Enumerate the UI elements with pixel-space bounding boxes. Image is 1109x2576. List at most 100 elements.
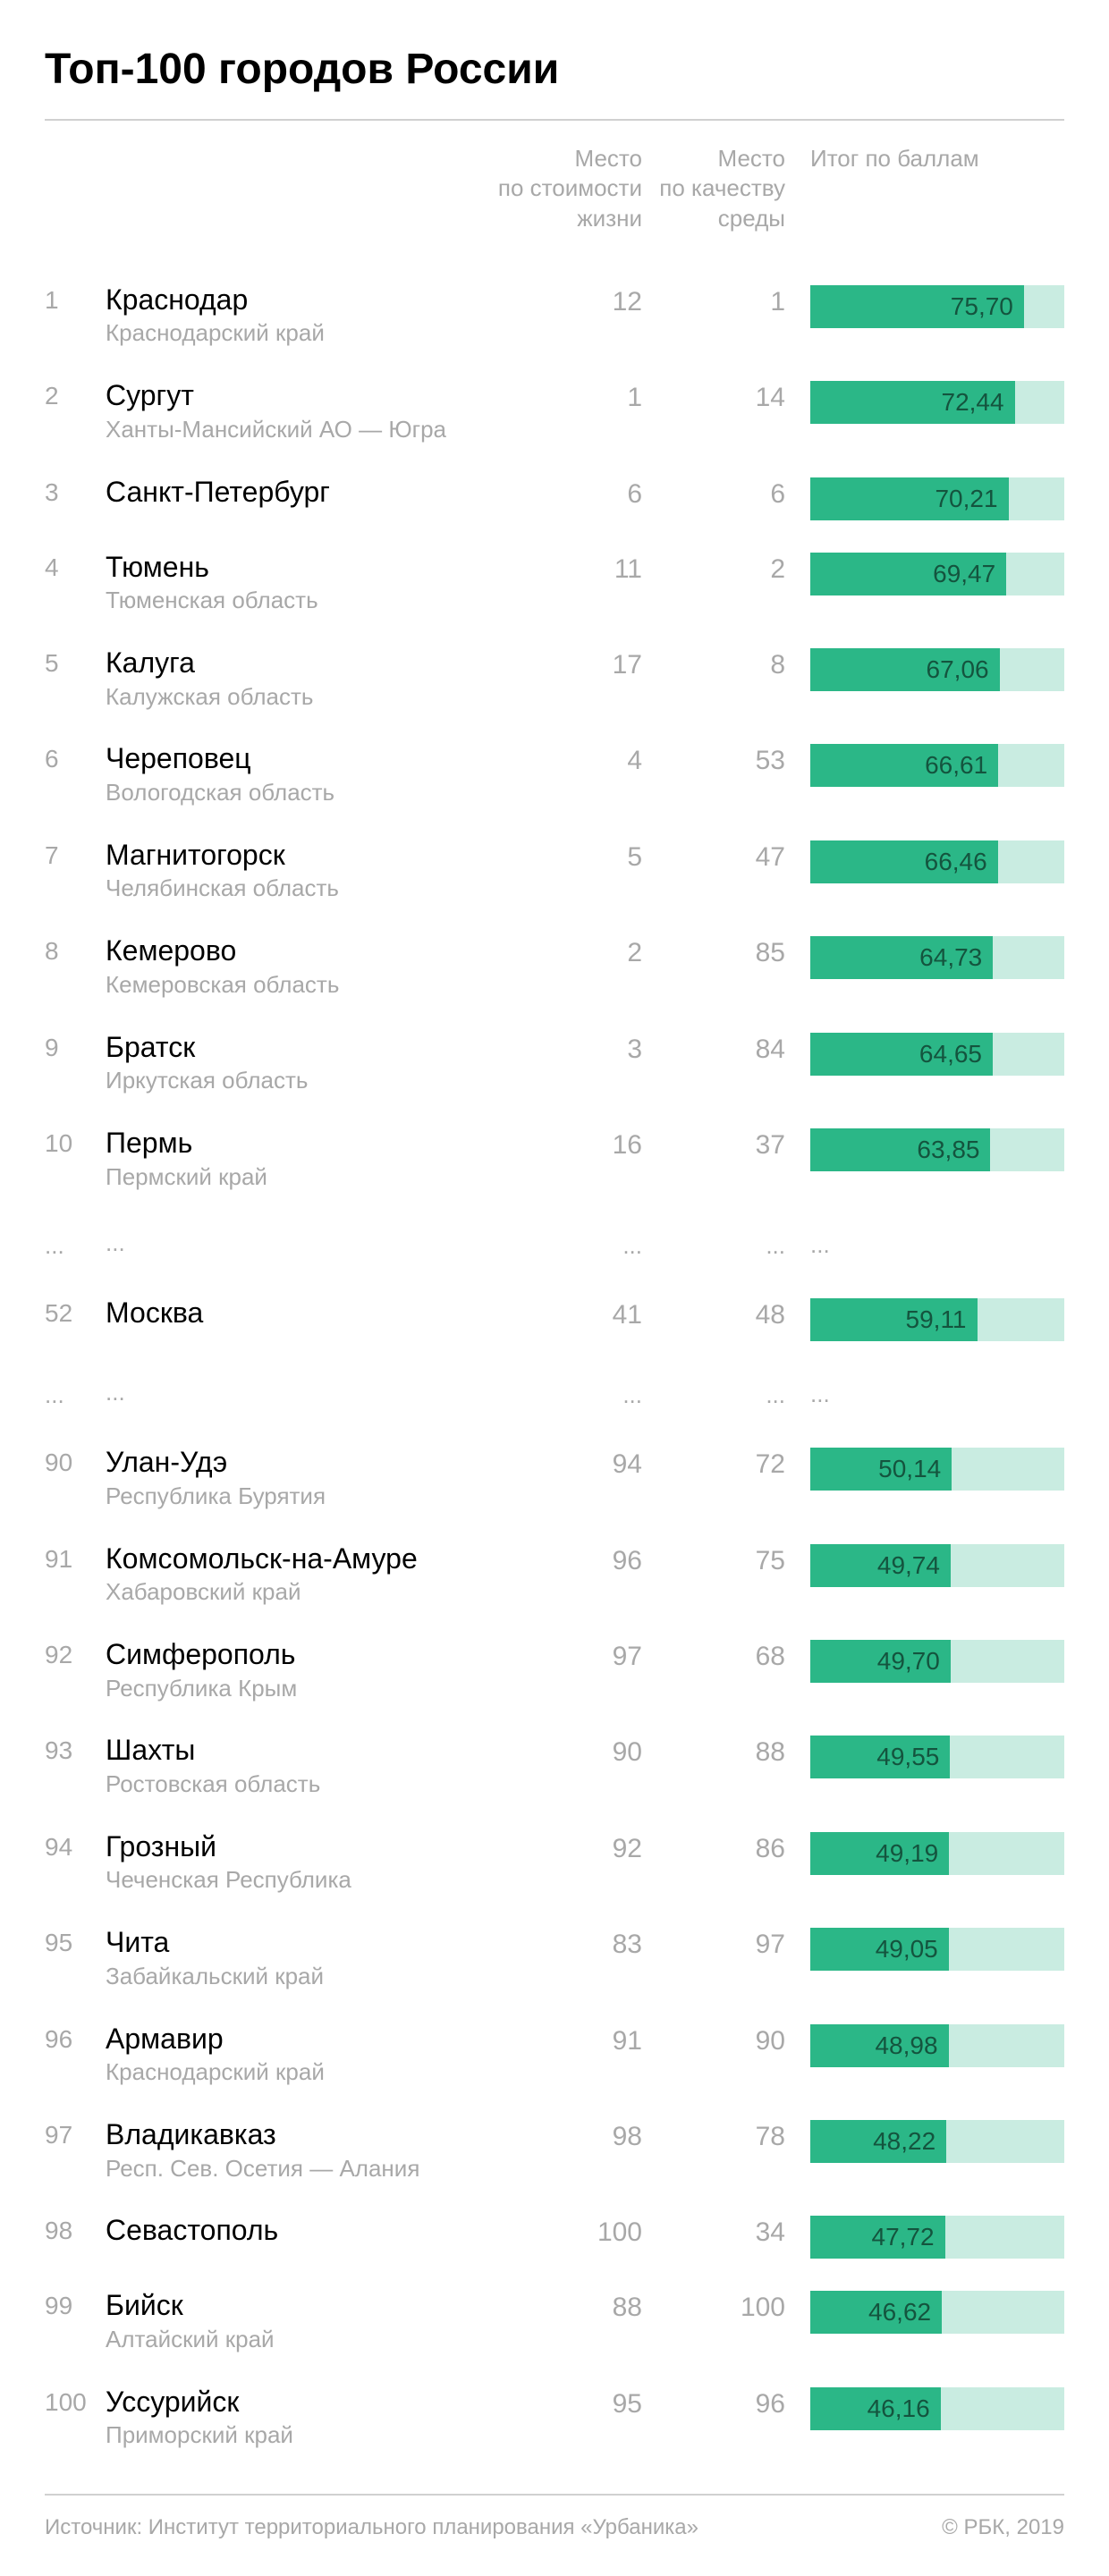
city-cell: ЧитаЗабайкальский край bbox=[106, 1928, 472, 1991]
cost-rank: 3 bbox=[472, 1033, 642, 1064]
quality-rank: 48 bbox=[642, 1298, 785, 1330]
city-cell: СимферопольРеспублика Крым bbox=[106, 1640, 472, 1703]
city-cell: ВладикавказРесп. Сев. Осетия — Алания bbox=[106, 2120, 472, 2183]
cost-rank: 1 bbox=[472, 381, 642, 412]
city-name: Севастополь bbox=[106, 2216, 472, 2246]
score-bar-track: 70,21 bbox=[810, 477, 1064, 520]
cost-rank: 96 bbox=[472, 1544, 642, 1575]
score-bar-track: 50,14 bbox=[810, 1448, 1064, 1491]
score-bar-cell: 75,70 bbox=[785, 285, 1064, 328]
score-bar-track: 46,16 bbox=[810, 2387, 1064, 2430]
rank: 10 bbox=[45, 1128, 106, 1158]
score-bar-label: 64,73 bbox=[919, 936, 982, 979]
table-row: 4ТюменьТюменская область11269,47 bbox=[45, 536, 1064, 632]
city-name: Сургут bbox=[106, 381, 472, 411]
region-name: Ростовская область bbox=[106, 1766, 472, 1800]
city-name: Санкт-Петербург bbox=[106, 477, 472, 508]
rank: 95 bbox=[45, 1928, 106, 1957]
table-row: 10ПермьПермский край163763,85 bbox=[45, 1112, 1064, 1208]
score-bar-track: 48,22 bbox=[810, 2120, 1064, 2163]
table-row: 99БийскАлтайский край8810046,62 bbox=[45, 2275, 1064, 2370]
quality-rank: 34 bbox=[642, 2216, 785, 2247]
city-cell: Комсомольск-на-АмуреХабаровский край bbox=[106, 1544, 472, 1608]
rank: 94 bbox=[45, 1832, 106, 1862]
region-name: Иркутская область bbox=[106, 1062, 472, 1096]
score-bar-label: 50,14 bbox=[878, 1448, 941, 1491]
ellipsis: ... bbox=[472, 1231, 642, 1259]
score-bar-track: 49,19 bbox=[810, 1832, 1064, 1875]
region-name: Приморский край bbox=[106, 2417, 472, 2451]
footer-source: Источник: Институт территориального план… bbox=[45, 2515, 698, 2540]
quality-rank: 88 bbox=[642, 1736, 785, 1767]
table-row: 3Санкт-Петербург6670,21 bbox=[45, 461, 1064, 536]
table-row: 2СургутХанты-Мансийский АО — Югра11472,4… bbox=[45, 365, 1064, 460]
city-cell: Санкт-Петербург bbox=[106, 477, 472, 508]
cost-rank: 90 bbox=[472, 1736, 642, 1767]
table-row: 93ШахтыРостовская область908849,55 bbox=[45, 1719, 1064, 1815]
score-bar-cell: 49,19 bbox=[785, 1832, 1064, 1875]
score-bar-label: 59,11 bbox=[906, 1298, 967, 1341]
rank: 96 bbox=[45, 2024, 106, 2054]
region-name: Алтайский край bbox=[106, 2321, 472, 2355]
city-cell: АрмавирКраснодарский край bbox=[106, 2024, 472, 2088]
score-bar-label: 49,70 bbox=[877, 1640, 940, 1683]
ellipsis: ... bbox=[106, 1231, 472, 1255]
ellipsis-row: ............... bbox=[45, 1357, 1064, 1432]
rank: 98 bbox=[45, 2216, 106, 2245]
table-row: 94ГрозныйЧеченская Республика928649,19 bbox=[45, 1816, 1064, 1912]
rank: 5 bbox=[45, 648, 106, 678]
rank: 7 bbox=[45, 840, 106, 870]
score-bar-track: 46,62 bbox=[810, 2291, 1064, 2334]
score-bar-track: 49,70 bbox=[810, 1640, 1064, 1683]
score-bar-track: 49,05 bbox=[810, 1928, 1064, 1971]
cost-rank: 98 bbox=[472, 2120, 642, 2151]
cost-rank: 91 bbox=[472, 2024, 642, 2056]
score-bar-track: 49,74 bbox=[810, 1544, 1064, 1587]
score-bar-label: 46,62 bbox=[868, 2291, 931, 2334]
score-bar-label: 75,70 bbox=[951, 285, 1013, 328]
city-cell: БратскИркутская область bbox=[106, 1033, 472, 1096]
region-name: Калужская область bbox=[106, 679, 472, 713]
city-name: Тюмень bbox=[106, 553, 472, 583]
cost-rank: 11 bbox=[472, 553, 642, 584]
region-name: Кемеровская область bbox=[106, 967, 472, 1001]
footer-credit: © РБК, 2019 bbox=[942, 2515, 1064, 2540]
city-name: Уссурийск bbox=[106, 2387, 472, 2418]
score-bar-label: 48,98 bbox=[875, 2024, 937, 2067]
cost-rank: 6 bbox=[472, 477, 642, 509]
region-name: Краснодарский край bbox=[106, 315, 472, 349]
rank: 2 bbox=[45, 381, 106, 410]
score-bar-cell: 64,65 bbox=[785, 1033, 1064, 1076]
score-bar-track: 47,72 bbox=[810, 2216, 1064, 2259]
city-name: Братск bbox=[106, 1033, 472, 1063]
score-bar-label: 67,06 bbox=[927, 648, 989, 691]
table-header: Местопо стоимостижизни Местопо качествус… bbox=[45, 144, 1064, 269]
score-bar-cell: 64,73 bbox=[785, 936, 1064, 979]
rank: 8 bbox=[45, 936, 106, 966]
score-bar-label: 46,16 bbox=[868, 2387, 930, 2430]
page-title: Топ-100 городов России bbox=[45, 45, 1064, 119]
quality-rank: 72 bbox=[642, 1448, 785, 1479]
rank: 3 bbox=[45, 477, 106, 507]
table-row: 96АрмавирКраснодарский край919048,98 bbox=[45, 2008, 1064, 2104]
region-name: Забайкальский край bbox=[106, 1958, 472, 1992]
score-bar-label: 48,22 bbox=[873, 2120, 935, 2163]
cost-rank: 17 bbox=[472, 648, 642, 680]
score-bar-cell: 50,14 bbox=[785, 1448, 1064, 1491]
score-bar-track: 69,47 bbox=[810, 553, 1064, 595]
quality-rank: 86 bbox=[642, 1832, 785, 1863]
table-row: 97ВладикавказРесп. Сев. Осетия — Алания9… bbox=[45, 2104, 1064, 2200]
score-bar-cell: 49,70 bbox=[785, 1640, 1064, 1683]
quality-rank: 96 bbox=[642, 2387, 785, 2419]
table-body: 1КраснодарКраснодарский край12175,702Сур… bbox=[45, 269, 1064, 2467]
city-name: Череповец bbox=[106, 744, 472, 774]
region-name: Хабаровский край bbox=[106, 1574, 472, 1608]
ellipsis: ... bbox=[106, 1381, 472, 1405]
score-bar-track: 72,44 bbox=[810, 381, 1064, 424]
rank: 100 bbox=[45, 2387, 106, 2417]
city-name: Бийск bbox=[106, 2291, 472, 2321]
score-bar-label: 49,74 bbox=[877, 1544, 940, 1587]
infographic-card: Топ-100 городов России Местопо стоимости… bbox=[0, 0, 1109, 2576]
city-cell: Севастополь bbox=[106, 2216, 472, 2246]
table-row: 6ЧереповецВологодская область45366,61 bbox=[45, 728, 1064, 823]
